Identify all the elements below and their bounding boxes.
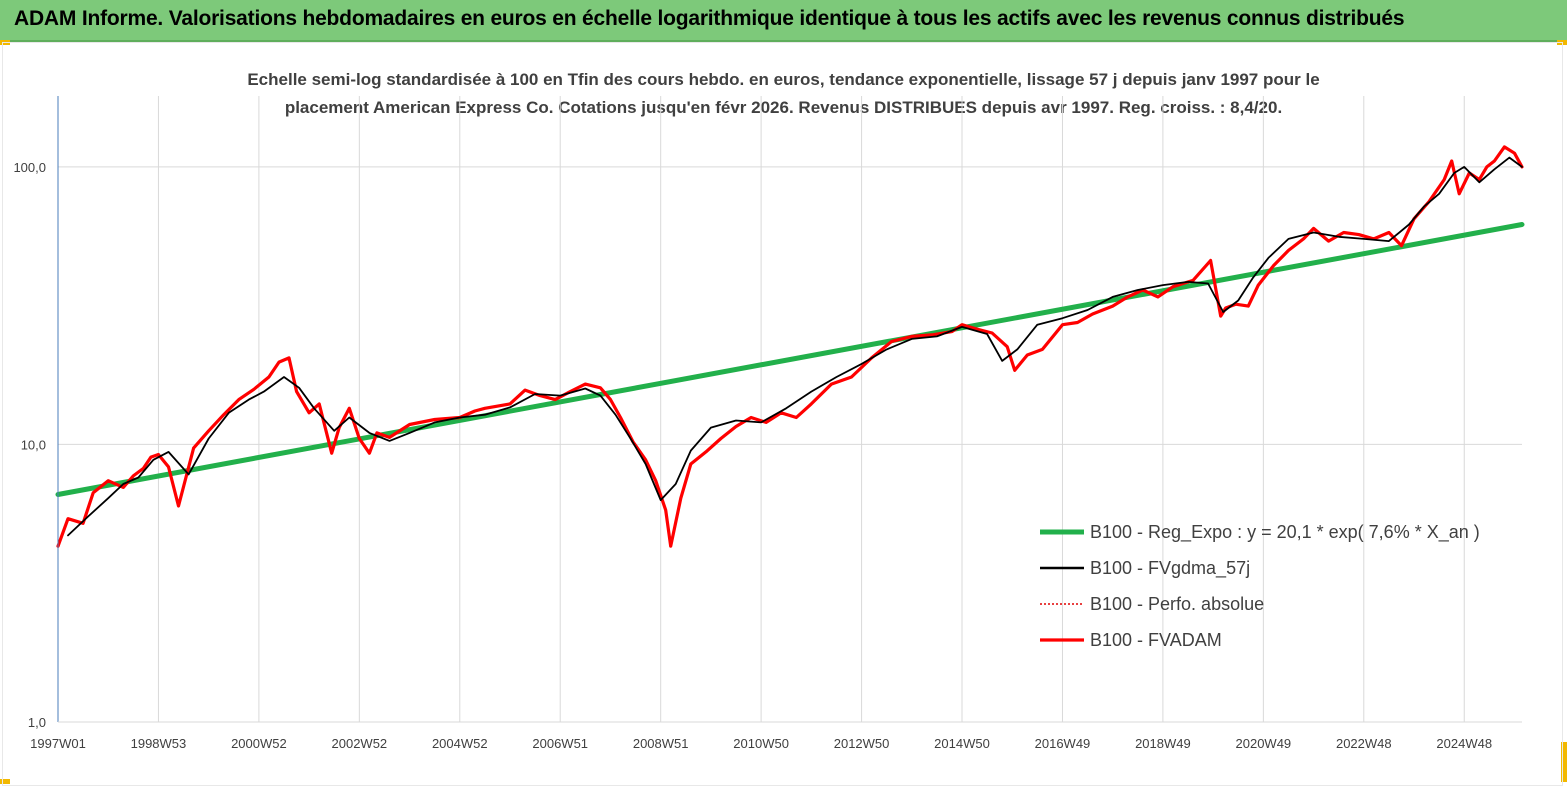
series-line-fvadam xyxy=(56,145,1524,548)
y-tick-label: 10,0 xyxy=(21,437,46,452)
legend-label: B100 - Perfo. absolue xyxy=(1090,594,1264,614)
legend-label: B100 - FVgdma_57j xyxy=(1090,558,1250,579)
report-banner-title: ADAM Informe. Valorisations hebdomadaire… xyxy=(14,7,1405,30)
y-tick-label: 1,0 xyxy=(28,715,46,730)
report-banner: ADAM Informe. Valorisations hebdomadaire… xyxy=(0,0,1567,42)
x-tick-label: 2002W52 xyxy=(332,736,388,751)
x-tick-label: 2024W48 xyxy=(1436,736,1492,751)
corner-marker xyxy=(0,779,10,784)
series-line-smooth xyxy=(67,156,1523,537)
x-tick-label: 2014W50 xyxy=(934,736,990,751)
x-tick-label: 2010W50 xyxy=(733,736,789,751)
chart-title: Echelle semi-log standardisée à 100 en T… xyxy=(0,66,1567,122)
series-line-trend xyxy=(55,222,1525,497)
chart-title-line-2: placement American Express Co. Cotations… xyxy=(284,98,1283,117)
chart-title-line-1: Echelle semi-log standardisée à 100 en T… xyxy=(247,70,1320,89)
x-tick-label: 2000W52 xyxy=(231,736,287,751)
legend-label: B100 - FVADAM xyxy=(1090,630,1222,650)
chart-frame xyxy=(2,42,1563,786)
legend-label: B100 - Reg_Expo : y = 20,1 * exp( 7,6% *… xyxy=(1090,522,1480,543)
axis-layer: 1,0 10,0 100,0 1997W01 1998W53 2000W52 2002W52… xyxy=(13,96,1522,751)
x-tick-label: 2022W48 xyxy=(1336,736,1392,751)
x-tick-label: 2008W51 xyxy=(633,736,689,751)
x-tick-label: 2018W49 xyxy=(1135,736,1191,751)
x-tick-label: 2012W50 xyxy=(834,736,890,751)
grid-layer xyxy=(57,96,1522,722)
x-tick-label: 2016W49 xyxy=(1035,736,1091,751)
x-tick-label: 1997W01 xyxy=(30,736,86,751)
legend: B100 - Reg_Expo : y = 20,1 * exp( 7,6% *… xyxy=(1040,522,1480,650)
series-layer xyxy=(55,145,1525,548)
y-tick-label: 100,0 xyxy=(13,160,46,175)
x-tick-label: 1998W53 xyxy=(131,736,187,751)
x-tick-label: 2006W51 xyxy=(532,736,588,751)
corner-marker xyxy=(1561,742,1567,782)
x-tick-label: 2004W52 xyxy=(432,736,488,751)
x-tick-label: 2020W49 xyxy=(1236,736,1292,751)
